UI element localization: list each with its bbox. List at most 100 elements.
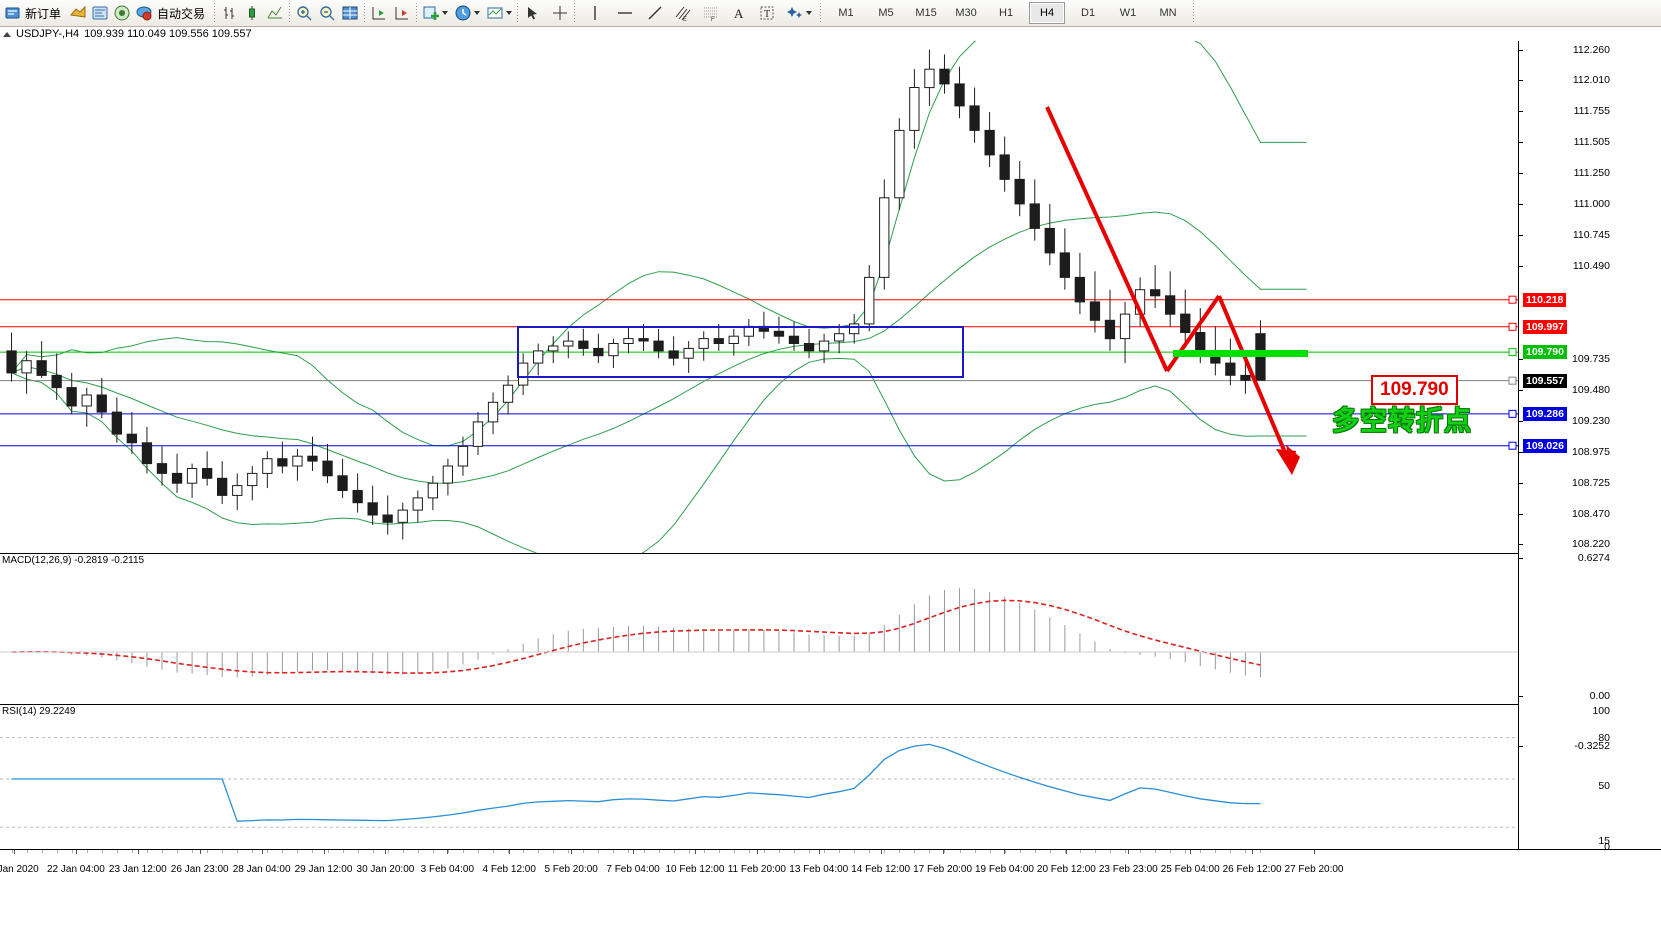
terminal-icon[interactable] <box>113 4 131 22</box>
horizontal-line-icon[interactable] <box>616 4 634 22</box>
timeframe-d1[interactable]: D1 <box>1081 7 1096 19</box>
rsi-pane[interactable]: RSI(14) 29.2249 <box>0 704 1518 850</box>
timeframe-w1[interactable]: W1 <box>1119 7 1137 19</box>
time-axis-minor-tick <box>899 850 901 853</box>
candlestick-chart-icon[interactable] <box>243 4 261 22</box>
timeframe-m15[interactable]: M15 <box>915 7 937 19</box>
timeframe-m30[interactable]: M30 <box>955 7 977 19</box>
time-axis-minor-tick <box>1140 850 1142 853</box>
rsi-axis-label: 0 <box>1604 841 1610 853</box>
zoom-out-icon[interactable] <box>318 4 336 22</box>
chart-shift-icon[interactable] <box>341 4 359 22</box>
time-axis-minor-tick <box>613 850 615 853</box>
time-axis-minor-tick <box>1170 850 1172 853</box>
new-order-label: 新订单 <box>25 6 62 21</box>
time-axis-label: 25 Feb 04:00 <box>1160 864 1220 875</box>
timeframe-h4[interactable]: H4 <box>1029 2 1066 24</box>
shapes-dropdown-caret[interactable] <box>806 11 813 15</box>
time-axis-label: 28 Jan 04:00 <box>232 864 291 875</box>
market-watch-icon[interactable] <box>135 4 153 22</box>
toolbar-separator <box>517 3 519 23</box>
time-axis-minor-tick <box>643 850 645 853</box>
timeframe-m5[interactable]: M5 <box>878 7 894 19</box>
time-axis-minor-tick <box>974 850 976 853</box>
price-tag-support[interactable]: 109.286 <box>1523 406 1567 421</box>
time-axis-minor-tick <box>1245 850 1247 853</box>
fibonacci-icon[interactable]: F <box>702 4 720 23</box>
data-window-icon[interactable] <box>69 4 87 22</box>
zoom-in-icon[interactable] <box>295 4 313 22</box>
period-icon[interactable] <box>454 4 472 22</box>
time-axis-minor-tick <box>162 850 163 853</box>
indicators-icon[interactable] <box>422 4 440 22</box>
templates-icon[interactable] <box>486 4 504 22</box>
time-axis-minor-tick <box>372 850 374 853</box>
time-axis-minor-tick <box>869 850 871 853</box>
time-axis-minor-tick <box>523 850 525 853</box>
shapes-icon[interactable] <box>786 4 804 22</box>
time-axis-minor-tick <box>718 850 720 853</box>
indicators-dropdown-caret[interactable] <box>442 11 449 15</box>
time-axis-minor-tick <box>342 850 344 853</box>
time-axis-minor-tick <box>809 850 811 853</box>
chart-end-icon[interactable] <box>393 4 411 22</box>
time-axis-label: 20 Feb 12:00 <box>1036 864 1096 875</box>
time-axis-minor-tick <box>929 850 931 853</box>
price-axis[interactable]: 112.260 112.010 111.755 111.505 111.250 111.0… <box>1518 41 1661 853</box>
time-axis-tick <box>14 850 15 854</box>
time-axis-minor-tick <box>854 850 856 853</box>
price-tag-current-price[interactable]: 109.557 <box>1523 373 1567 388</box>
price-axis-tick <box>1519 390 1523 392</box>
collapse-triangle-icon[interactable] <box>3 31 11 37</box>
price-tag-support[interactable]: 109.026 <box>1523 438 1567 453</box>
new-order-button[interactable]: 新订单 <box>0 1 65 25</box>
price-axis-tick <box>1519 142 1523 144</box>
consolidation-rectangle[interactable] <box>517 326 964 378</box>
time-axis-minor-tick <box>71 850 73 853</box>
time-axis-minor-tick <box>402 850 404 853</box>
time-axis-label: 7 Feb 04:00 <box>606 864 660 875</box>
cursor-icon[interactable] <box>523 4 541 22</box>
price-axis-tick <box>1519 173 1523 175</box>
macd-pane[interactable]: MACD(12,26,9) -0.2819 -0.2115 <box>0 553 1518 699</box>
toolbar-separator <box>1193 3 1195 23</box>
time-axis-minor-tick <box>658 850 660 853</box>
time-axis-tick <box>509 850 511 854</box>
timeframe-mn[interactable]: MN <box>1159 7 1177 19</box>
trendline-icon[interactable] <box>646 4 664 22</box>
templates-dropdown-caret[interactable] <box>506 11 513 15</box>
price-tag-resistance[interactable]: 109.997 <box>1523 319 1567 334</box>
text-label-icon[interactable]: T <box>758 4 776 22</box>
macd-canvas <box>0 588 1518 678</box>
vertical-line-icon[interactable] <box>586 4 604 22</box>
timeframe-m1[interactable]: M1 <box>838 7 854 19</box>
period-dropdown-caret[interactable] <box>474 11 481 15</box>
time-axis-tick <box>756 850 758 854</box>
price-tag-resistance[interactable]: 110.218 <box>1523 292 1567 307</box>
text-icon[interactable]: A <box>730 4 748 22</box>
crosshair-icon[interactable] <box>551 4 569 22</box>
time-axis-minor-tick <box>944 850 946 853</box>
rsi-axis-label: 80 <box>1598 732 1610 744</box>
time-axis-minor-tick <box>101 850 103 853</box>
line-chart-icon[interactable] <box>266 4 284 22</box>
time-axis-minor-tick <box>1215 850 1217 853</box>
support-zone-highlight[interactable] <box>1173 350 1308 357</box>
toolbar-separator <box>416 3 418 23</box>
time-axis-label: 10 Feb 12:00 <box>665 864 725 875</box>
price-pane[interactable]: 多空转折点 <box>0 41 1518 553</box>
chart-area[interactable]: 多空转折点 MACD(12,26,9) -0.2819 -0.2115 RSI(… <box>0 41 1661 951</box>
time-axis-label: 23 Jan 12:00 <box>108 864 167 875</box>
autotrade-button[interactable]: 自动交易 <box>153 1 209 25</box>
bar-chart-icon[interactable] <box>220 4 238 22</box>
price-axis-tick <box>1519 420 1523 422</box>
auto-scroll-icon[interactable] <box>370 4 388 22</box>
timeframe-h1[interactable]: H1 <box>999 7 1014 19</box>
equidistant-channel-icon[interactable]: E <box>674 4 692 23</box>
price-axis-label: 108.220 <box>1572 538 1610 551</box>
navigator-icon[interactable] <box>91 4 109 22</box>
price-tag-target[interactable]: 109.790 <box>1523 345 1567 360</box>
macd-axis-tick <box>1519 696 1523 697</box>
price-axis-tick <box>1519 203 1523 205</box>
